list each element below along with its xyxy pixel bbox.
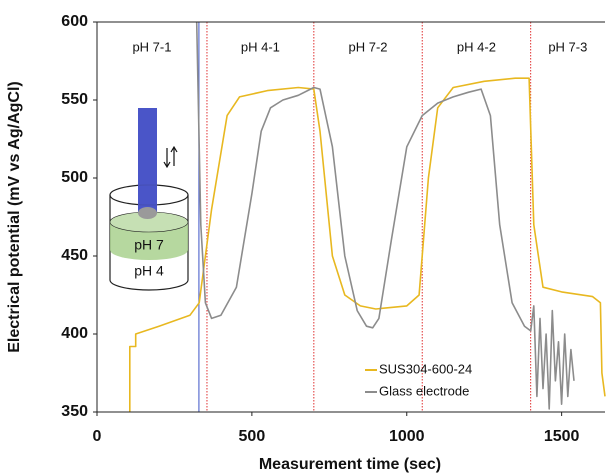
y-tick-label: 500 [61,169,88,186]
x-tick-label: 0 [93,428,102,445]
y-axis-title: Electrical potential (mV vs Ag/AgCl) [6,81,23,352]
electrode [138,108,157,213]
x-tick-label: 1000 [389,428,425,445]
inset-label: pH 7 [134,237,164,253]
region-label: pH 7-2 [349,39,388,54]
x-tick-label: 1500 [544,428,580,445]
series-line [195,22,575,410]
x-axis-title: Measurement time (sec) [259,456,441,473]
y-tick-label: 400 [61,325,88,342]
legend-label: SUS304-600-24 [379,361,472,376]
series-line [129,77,606,412]
inset-illustration: pH 7 pH 4 [109,108,189,291]
region-label: pH 4-1 [241,39,280,54]
movement-arrows [163,145,178,169]
y-tick-label: 550 [61,91,88,108]
plot-area [129,22,606,412]
inset-label: pH 4 [134,263,164,279]
ph7-layer [110,222,188,260]
beaker [109,195,189,291]
region-label: pH 7-3 [548,39,587,54]
x-tick-label: 500 [239,428,266,445]
region-label: pH 7-1 [132,39,171,54]
legend-label: Glass electrode [379,383,469,398]
y-tick-label: 600 [61,13,88,30]
y-tick-label: 450 [61,247,88,264]
region-label: pH 4-2 [457,39,496,54]
y-tick-label: 350 [61,403,88,420]
electrode-tip [138,207,157,219]
